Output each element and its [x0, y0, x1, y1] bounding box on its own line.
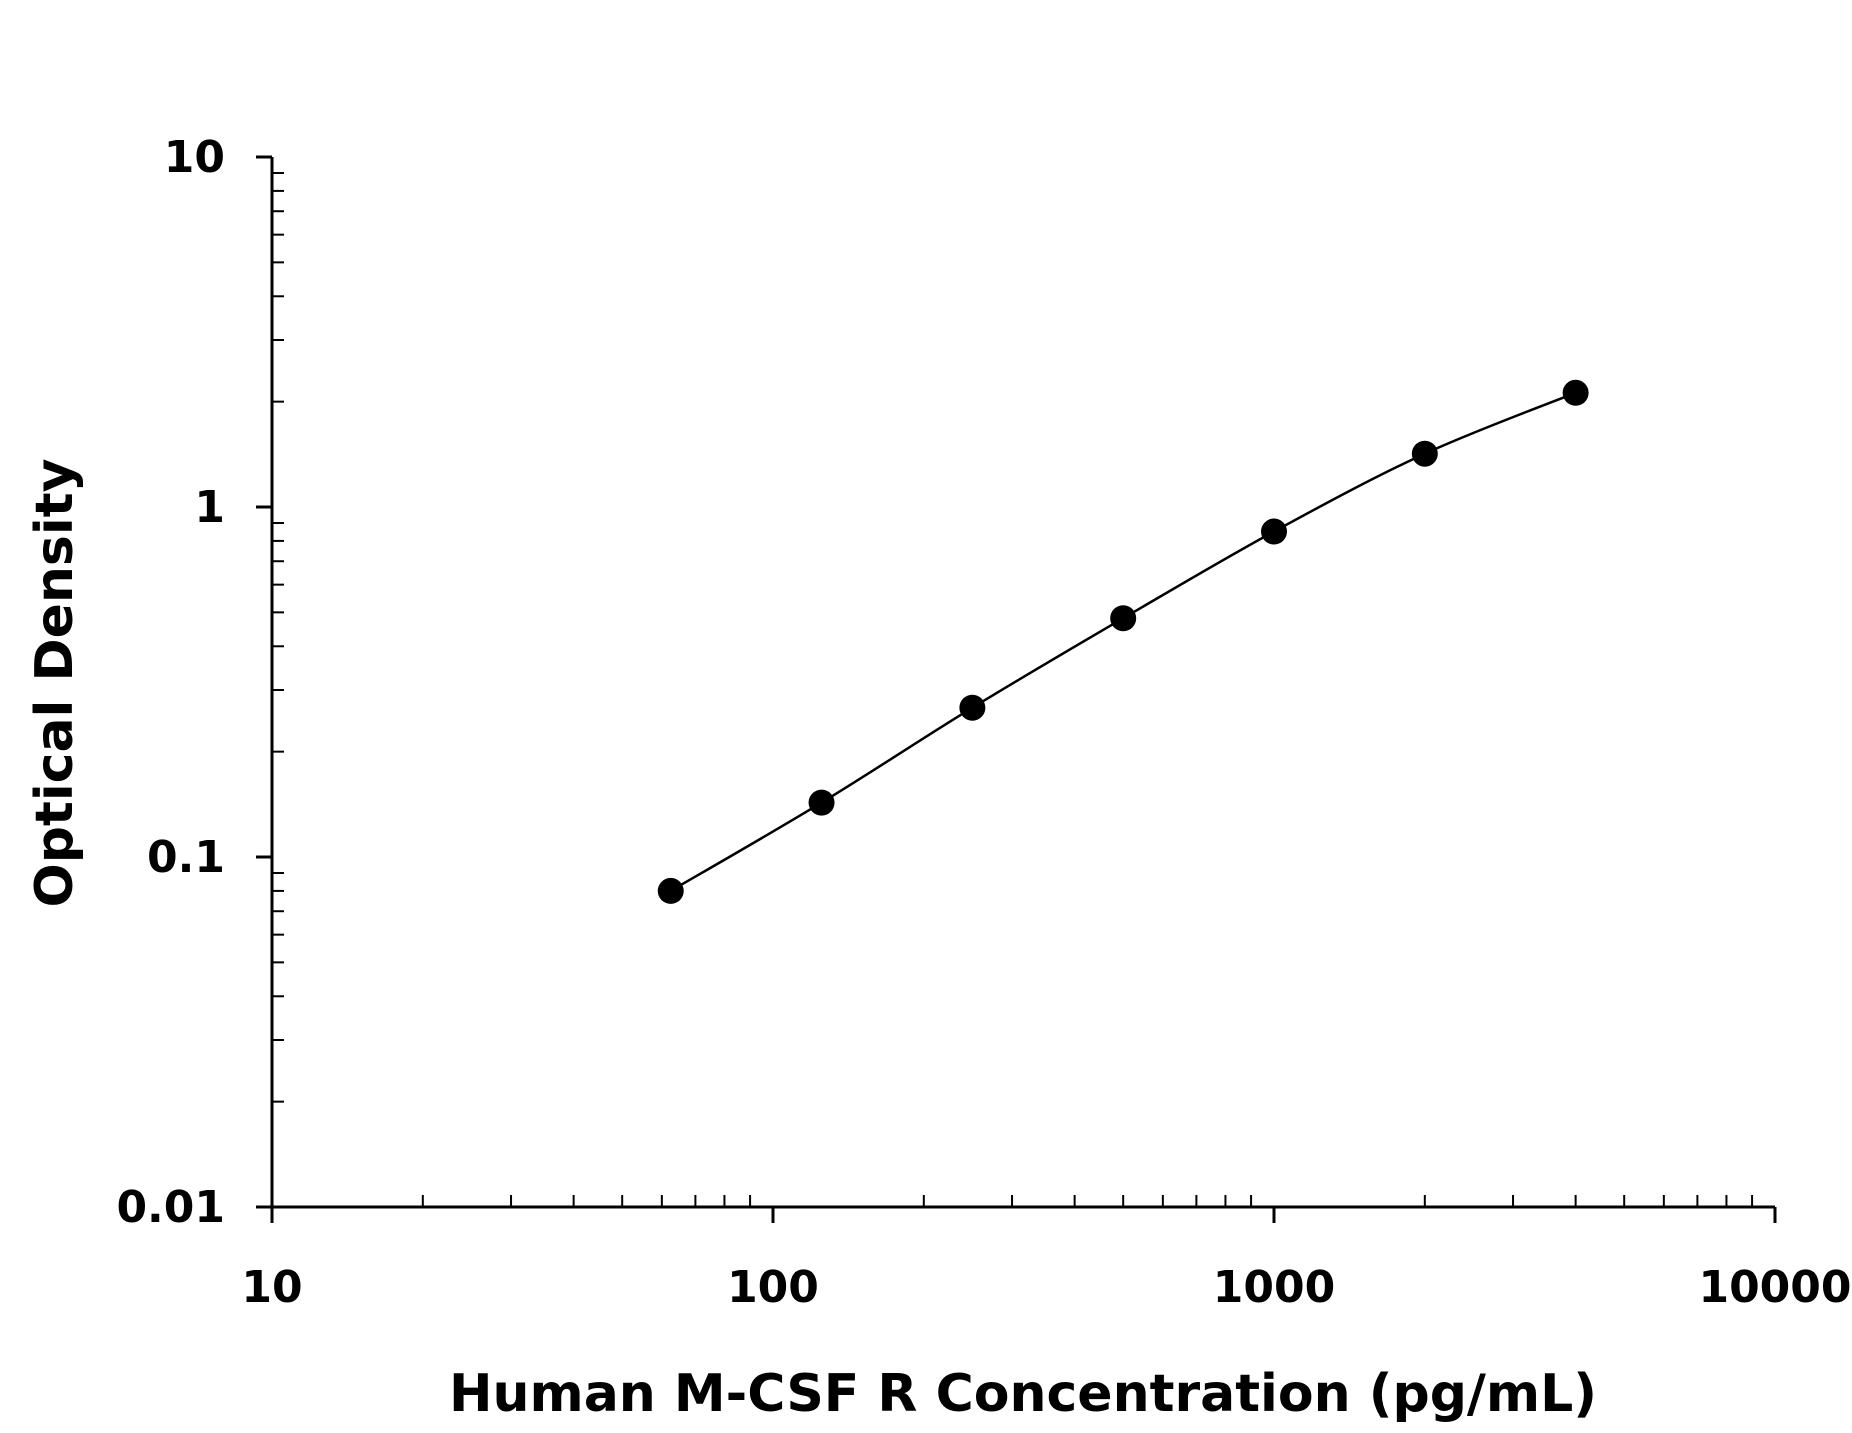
- y-tick-label-0.1: 0.1: [147, 832, 225, 883]
- data-point: [1261, 518, 1287, 545]
- data-point: [657, 877, 684, 904]
- y-tick-label-10: 10: [164, 132, 225, 183]
- data-points: [657, 379, 1589, 904]
- major-ticks: [256, 155, 1777, 1223]
- y-tick-label-0.01: 0.01: [116, 1182, 225, 1233]
- data-point: [959, 694, 986, 721]
- data-point: [808, 789, 835, 816]
- minor-ticks: [272, 172, 1754, 1207]
- x-tick-label-10000: 10000: [1698, 1262, 1851, 1313]
- y-tick-label-1: 1: [194, 482, 225, 533]
- x-tick-label-1000: 1000: [1213, 1262, 1335, 1313]
- x-tick-label-10: 10: [241, 1262, 302, 1313]
- fit-curve: [670, 391, 1577, 892]
- data-point: [1110, 605, 1137, 632]
- data-point: [1411, 440, 1438, 467]
- y-axis-title: Optical Density: [25, 459, 85, 908]
- data-point: [1562, 379, 1589, 406]
- x-tick-label-100: 100: [727, 1262, 819, 1313]
- x-axis-title: Human M-CSF R Concentration (pg/mL): [449, 1364, 1597, 1424]
